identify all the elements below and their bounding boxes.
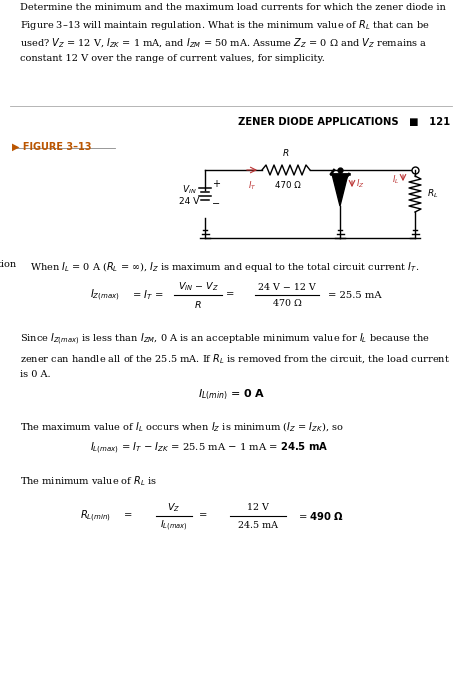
Text: $R$: $R$ — [194, 298, 202, 309]
Text: 470 Ω: 470 Ω — [275, 181, 301, 190]
Text: 24 V: 24 V — [179, 197, 199, 206]
Text: The maximum value of $I_L$ occurs when $I_Z$ is minimum ($I_Z$ = $I_{ZK}$), so: The maximum value of $I_L$ occurs when $… — [20, 420, 344, 433]
Text: $I_{L(max)}$ = $I_T$ − $I_{ZK}$ = 25.5 mA − 1 mA = $\mathbf{24.5\ mA}$: $I_{L(max)}$ = $I_T$ − $I_{ZK}$ = 25.5 m… — [90, 440, 328, 456]
Text: ZENER DIODE APPLICATIONS   ■   121: ZENER DIODE APPLICATIONS ■ 121 — [238, 117, 450, 127]
Text: 470 Ω: 470 Ω — [273, 300, 301, 309]
Text: +: + — [212, 179, 220, 189]
Text: Since $I_{Z(max)}$ is less than $I_{ZM}$, 0 A is an acceptable minimum value for: Since $I_{Z(max)}$ is less than $I_{ZM}$… — [20, 332, 450, 379]
Text: 24.5 mA: 24.5 mA — [238, 522, 278, 531]
Text: $I_L$: $I_L$ — [392, 174, 399, 186]
Text: 24 V − 12 V: 24 V − 12 V — [258, 283, 316, 291]
Text: =: = — [199, 512, 207, 521]
Text: $R$: $R$ — [282, 147, 290, 158]
Text: $R_L$: $R_L$ — [427, 188, 438, 200]
Text: When $I_L$ = 0 A ($R_L$ = ∞), $I_Z$ is maximum and equal to the total circuit cu: When $I_L$ = 0 A ($R_L$ = ∞), $I_Z$ is m… — [30, 260, 419, 274]
Text: $I_{L(min)}$ = $\mathbf{0\ A}$: $I_{L(min)}$ = $\mathbf{0\ A}$ — [197, 388, 265, 402]
Text: Determine the minimum and the maximum load currents for which the zener diode in: Determine the minimum and the maximum lo… — [20, 3, 446, 63]
Text: $I_{Z(max)}$: $I_{Z(max)}$ — [90, 287, 120, 302]
Text: $V_{IN}$: $V_{IN}$ — [182, 183, 196, 196]
Text: = $\mathbf{490\ Ω}$: = $\mathbf{490\ Ω}$ — [298, 510, 344, 522]
Text: 12 V: 12 V — [247, 503, 269, 512]
Text: tion: tion — [0, 260, 17, 269]
Text: ▶ FIGURE 3–13: ▶ FIGURE 3–13 — [12, 142, 91, 152]
Text: $I_T$: $I_T$ — [248, 179, 256, 192]
Text: = 25.5 mA: = 25.5 mA — [328, 290, 382, 300]
Text: $I_Z$: $I_Z$ — [356, 178, 365, 190]
Text: The minimum value of $R_L$ is: The minimum value of $R_L$ is — [20, 474, 157, 488]
Text: =: = — [226, 290, 234, 300]
Text: $R_{L(min)}$: $R_{L(min)}$ — [80, 508, 111, 524]
Text: = $I_T$ =: = $I_T$ = — [132, 288, 164, 302]
Text: $I_{L(max)}$: $I_{L(max)}$ — [160, 519, 188, 533]
Text: =: = — [124, 512, 132, 521]
Text: $V_{IN}$ − $V_Z$: $V_{IN}$ − $V_Z$ — [177, 281, 219, 293]
Polygon shape — [332, 174, 348, 206]
Text: $V_Z$: $V_Z$ — [167, 502, 181, 514]
Text: −: − — [212, 199, 220, 209]
